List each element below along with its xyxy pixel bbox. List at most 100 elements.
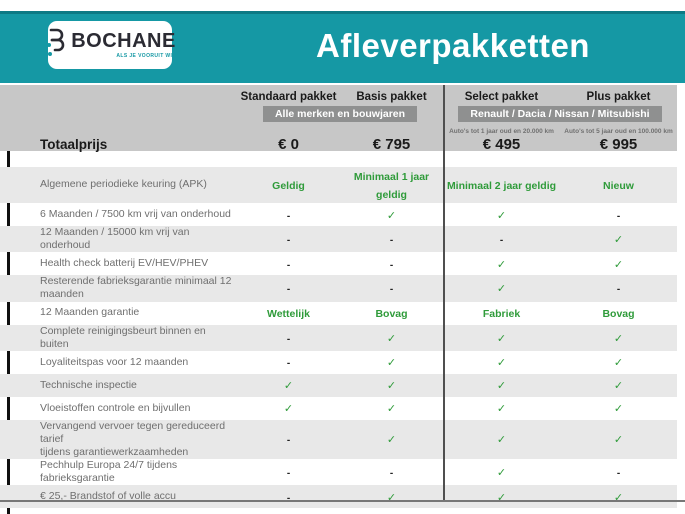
row-label: Resterende fabrieksgarantie minimaal 12 … xyxy=(40,275,232,301)
price-plus: € 995 xyxy=(599,135,638,153)
row-value-cell: ✓ xyxy=(443,279,560,297)
row-value-cell: Minimaal 1 jaar geldig xyxy=(340,167,443,203)
row-label: 6 Maanden / 7500 km vrij van onderhoud xyxy=(40,207,231,220)
table-row: 6 Maanden / 7500 km vrij van onderhoud - ✓… xyxy=(0,203,677,226)
check-icon: ✓ xyxy=(613,234,624,247)
row-value-cell: Nieuw xyxy=(560,176,677,194)
check-icon: ✓ xyxy=(613,380,624,393)
table-row: Resterende fabrieksgarantie minimaal 12 … xyxy=(0,275,677,302)
logo-text: BOCHANE ALS JE VOORUIT WIL xyxy=(71,31,176,59)
row-value-cell: ✓ xyxy=(237,399,340,417)
table-row: Loyaliteitspas voor 12 maanden - ✓ ✓ ✓ xyxy=(0,350,677,374)
table-row: Algemene periodieke keuring (APK) Geldig M… xyxy=(0,167,677,203)
check-icon: ✓ xyxy=(496,467,507,480)
row-value-cell: - xyxy=(560,463,677,481)
row-value-cell: - xyxy=(237,463,340,481)
column-title-select: Select pakket xyxy=(464,91,539,103)
check-icon: ✓ xyxy=(496,332,507,345)
row-label: 12 Maanden garantie xyxy=(40,306,140,319)
dash-mark: - xyxy=(389,259,394,271)
table-empty-row xyxy=(0,508,677,514)
row-label: Algemene periodieke keuring (APK) xyxy=(40,178,207,191)
check-icon: ✓ xyxy=(386,332,397,345)
table-row: Technische inspectie ✓ ✓ ✓ ✓ xyxy=(0,373,677,397)
dash-mark: - xyxy=(616,210,621,222)
column-title-plus: Plus pakket xyxy=(586,91,651,103)
table-row: 12 Maanden / 15000 km vrij van onderhoud… xyxy=(0,226,677,253)
row-value-cell: Wettelijk xyxy=(237,304,340,322)
dash-mark: - xyxy=(286,492,291,504)
row-value-cell: ✓ xyxy=(443,353,560,371)
check-icon: ✓ xyxy=(386,491,397,504)
value-text: Bovag xyxy=(375,308,408,320)
check-icon: ✓ xyxy=(496,380,507,393)
check-icon: ✓ xyxy=(496,283,507,296)
row-value-cell: ✓ xyxy=(237,376,340,394)
check-icon: ✓ xyxy=(496,258,507,271)
value-text: Minimaal 1 jaar geldig xyxy=(353,171,430,201)
row-label: Vloeistoffen controle en bijvullen xyxy=(40,401,191,414)
row-value-cell: - xyxy=(237,430,340,448)
check-icon: ✓ xyxy=(386,209,397,222)
table-row: Health check batterij EV/HEV/PHEV - - ✓ ✓ xyxy=(0,252,677,276)
table-row: Pechhulp Europa 24/7 tijdens fabrieksgar… xyxy=(0,459,677,486)
row-value-cell: ✓ xyxy=(340,430,443,448)
value-text: Wettelijk xyxy=(267,308,310,320)
row-value-cell: ✓ xyxy=(340,488,443,506)
value-text: Minimaal 2 jaar geldig xyxy=(446,180,557,192)
row-value-cell: - xyxy=(340,230,443,248)
row-value-cell: - xyxy=(237,255,340,273)
row-value-cell: Bovag xyxy=(560,304,677,322)
row-value-cell: - xyxy=(237,279,340,297)
row-label: Vervangend vervoer tegen gereduceerd tar… xyxy=(40,419,226,458)
check-icon: ✓ xyxy=(613,491,624,504)
price-basis: € 795 xyxy=(372,135,411,153)
check-icon: ✓ xyxy=(283,380,294,393)
table-row: Vervangend vervoer tegen gereduceerd tar… xyxy=(0,419,677,460)
row-value-cell: - xyxy=(237,230,340,248)
value-text: Bovag xyxy=(602,308,635,320)
value-text: Nieuw xyxy=(603,180,634,192)
bochane-logo: BOCHANE ALS JE VOORUIT WIL xyxy=(47,21,175,69)
row-label: Technische inspectie xyxy=(40,378,137,391)
row-value-cell: ✓ xyxy=(443,430,560,448)
check-icon: ✓ xyxy=(613,403,624,416)
row-value-cell: ✓ xyxy=(560,399,677,417)
table-row: 12 Maanden garantie Wettelijk Bovag Fabriek… xyxy=(0,301,677,325)
row-value-cell: ✓ xyxy=(560,488,677,506)
row-value-cell: - xyxy=(340,255,443,273)
dash-mark: - xyxy=(389,468,394,480)
group-subnotes-row: Auto's tot 1 jaar oud en 20.000 km Auto'… xyxy=(0,125,677,137)
dash-mark: - xyxy=(616,284,621,296)
brand-tagline: ALS JE VOORUIT WIL xyxy=(116,53,176,59)
dash-mark: - xyxy=(286,358,291,370)
row-value-cell: ✓ xyxy=(443,376,560,394)
check-icon: ✓ xyxy=(496,357,507,370)
row-value-cell: ✓ xyxy=(560,353,677,371)
packages-table: Standaard pakket Basis pakket Select pak… xyxy=(0,85,677,514)
row-value-cell: - xyxy=(237,353,340,371)
row-value-cell: - xyxy=(237,329,340,347)
page-title: Afleverpakketten xyxy=(316,27,590,64)
check-icon: ✓ xyxy=(496,434,507,447)
dash-mark: - xyxy=(286,259,291,271)
row-label: Pechhulp Europa 24/7 tijdens fabrieksgar… xyxy=(40,459,178,485)
total-price-row: Totaalprijs € 0 € 795 € 495 € 995 xyxy=(0,135,677,153)
row-value-cell: - xyxy=(560,206,677,224)
dash-mark: - xyxy=(389,284,394,296)
subnote-select: Auto's tot 1 jaar oud en 20.000 km xyxy=(449,127,554,135)
group-badge-renault-group: Renault / Dacia / Nissan / Mitsubishi xyxy=(458,106,662,122)
check-icon: ✓ xyxy=(496,491,507,504)
dash-mark: - xyxy=(389,235,394,247)
row-value-cell: - xyxy=(443,230,560,248)
group-badges-row: Alle merken en bouwjaren Renault / Dacia… xyxy=(0,106,677,125)
row-label: Complete reinigingsbeurt binnen en buite… xyxy=(40,324,206,350)
total-price-label: Totaalprijs xyxy=(40,136,108,152)
dash-mark: - xyxy=(499,235,504,247)
row-value-cell: ✓ xyxy=(340,206,443,224)
table-header: Standaard pakket Basis pakket Select pak… xyxy=(0,85,677,153)
row-value-cell: ✓ xyxy=(560,376,677,394)
value-text: Fabriek xyxy=(482,308,521,320)
row-value-cell: - xyxy=(237,206,340,224)
row-value-cell: ✓ xyxy=(560,230,677,248)
